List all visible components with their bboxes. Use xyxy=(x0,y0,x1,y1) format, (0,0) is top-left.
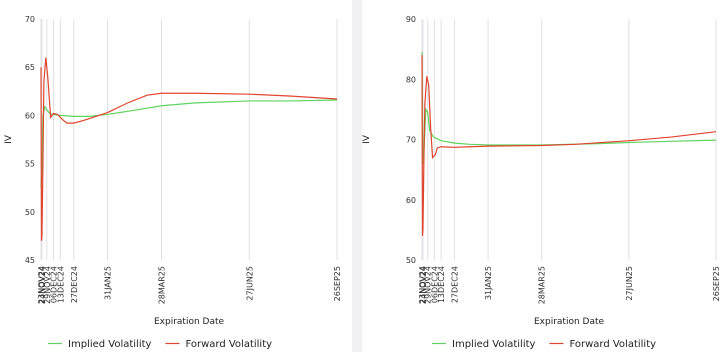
y-tick-label: 60 xyxy=(406,196,416,205)
chart-panel-right: 50 60 70 80 90 23NOV24 24NOV24 29NOV24 06DEC24 13… xyxy=(362,0,723,352)
y-tick-label: 70 xyxy=(25,15,35,24)
x-tick-label: 27JUN25 xyxy=(625,266,634,301)
x-tick-label: 29NOV24 xyxy=(43,266,52,304)
volatility-chart-left: 45 50 55 60 65 70 23NOV2424NOV2429NOV2406DEC24… xyxy=(4,15,342,350)
y-tick-label: 80 xyxy=(406,75,416,84)
volatility-chart-right: 50 60 70 80 90 23NOV2424NOV2429NOV2406DEC2413… xyxy=(362,15,721,350)
y-tick-label: 65 xyxy=(25,63,35,72)
y-axis-title: IV xyxy=(362,134,372,144)
legend-label: Implied Volatility xyxy=(452,339,536,350)
panel-divider xyxy=(352,0,362,352)
x-tick-label: 27DEC24 xyxy=(451,266,460,303)
x-tick-label: 31JAN25 xyxy=(484,266,493,300)
y-tick-label: 90 xyxy=(406,15,416,24)
chart-panel-left: 45 50 55 60 65 70 23NOV24 24NOV24 29NOV24 06DEC24… xyxy=(0,0,350,352)
y-tick-label: 55 xyxy=(25,160,35,169)
legend-item-forward-volatility[interactable]: Forward Volatility xyxy=(549,339,656,350)
series-line-implied-volatility xyxy=(40,99,338,188)
x-tick-label: 23NOV24 xyxy=(37,266,46,304)
legend-label: Forward Volatility xyxy=(569,339,656,350)
y-tick-label: 70 xyxy=(406,136,416,145)
legend-item-implied-volatility[interactable]: Implied Volatility xyxy=(48,339,152,350)
x-tick-label: 27JUN25 xyxy=(245,266,254,301)
y-tick-label: 60 xyxy=(25,111,35,120)
x-tick-label: 28MAR25 xyxy=(538,266,547,304)
x-tick-label: 29NOV24 xyxy=(424,266,433,304)
x-tick-label: 06DEC24 xyxy=(430,266,439,303)
y-tick-label: 45 xyxy=(25,256,35,265)
legend-item-forward-volatility[interactable]: Forward Volatility xyxy=(165,339,272,350)
x-tick-label: 24NOV24 xyxy=(38,266,47,304)
x-tick-label: 28MAR25 xyxy=(158,266,167,304)
x-axis-title: Expiration Date xyxy=(154,317,225,327)
legend-item-implied-volatility[interactable]: Implied Volatility xyxy=(432,339,536,350)
y-tick-label: 50 xyxy=(25,208,35,217)
x-axis-title: Expiration Date xyxy=(534,317,605,327)
x-tick-label: 06DEC24 xyxy=(50,266,59,303)
y-axis-title: IV xyxy=(4,134,14,144)
x-tick-label: 31JAN25 xyxy=(104,266,113,300)
legend-label: Forward Volatility xyxy=(185,339,272,350)
x-tick-label: 26SEP25 xyxy=(333,266,342,301)
x-tick-label: 27DEC24 xyxy=(70,266,79,303)
x-tick-label: 13DEC24 xyxy=(56,266,65,303)
y-tick-label: 50 xyxy=(406,256,416,265)
series-line-forward-volatility xyxy=(421,55,717,236)
x-tick-label: 26SEP25 xyxy=(712,266,721,301)
x-tick-label: 24NOV24 xyxy=(419,266,428,304)
series-line-forward-volatility xyxy=(40,57,338,241)
x-tick-label: 13DEC24 xyxy=(437,266,446,303)
legend-label: Implied Volatility xyxy=(68,339,152,350)
x-tick-label: 23NOV24 xyxy=(418,266,427,304)
